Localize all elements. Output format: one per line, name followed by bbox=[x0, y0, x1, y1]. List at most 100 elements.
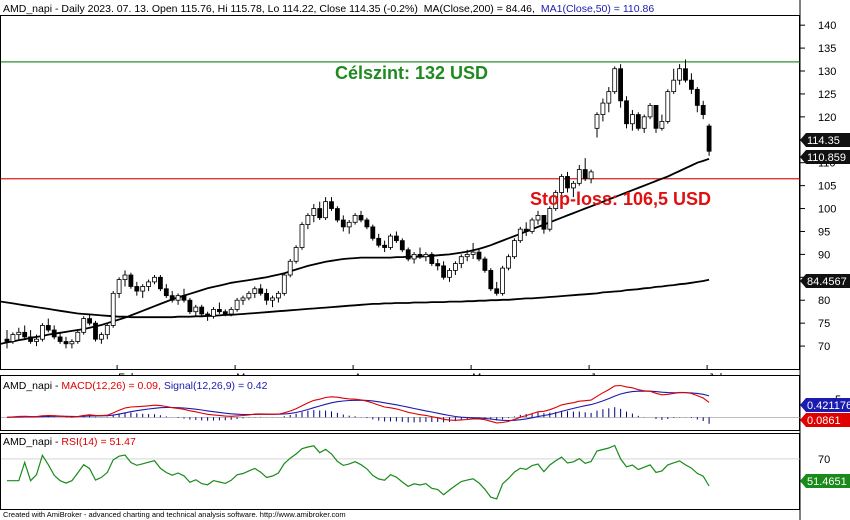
candle bbox=[700, 100, 706, 120]
candle bbox=[517, 226, 523, 243]
candle-body-down bbox=[334, 208, 340, 221]
candle bbox=[110, 291, 116, 328]
candle bbox=[228, 307, 234, 317]
price-tick-label: 100 bbox=[818, 204, 836, 216]
price-header-summary: - Daily 2023. 07. 13. Open 115.76, Hi 11… bbox=[52, 3, 418, 15]
candle bbox=[358, 210, 364, 223]
candle-body-up bbox=[146, 281, 152, 287]
candle-body-up bbox=[228, 309, 234, 315]
candle-body-down bbox=[523, 228, 529, 232]
price-tick-label: 120 bbox=[818, 112, 836, 124]
candle-body-down bbox=[22, 331, 28, 338]
candle-body-up bbox=[576, 169, 582, 184]
candle bbox=[482, 256, 488, 273]
candle bbox=[653, 104, 659, 133]
price-axis: 7075808590951001051101151201251301351401… bbox=[799, 0, 850, 520]
candle bbox=[75, 330, 81, 344]
candle-body-down bbox=[441, 265, 447, 278]
candle bbox=[122, 270, 128, 287]
candle-body-up bbox=[630, 114, 635, 125]
candle-body-down bbox=[28, 336, 34, 342]
rsi-series-line bbox=[7, 444, 710, 500]
candle bbox=[523, 222, 529, 237]
candle-body-down bbox=[482, 258, 488, 271]
candle bbox=[671, 68, 677, 94]
candle bbox=[216, 302, 222, 314]
candle bbox=[606, 87, 612, 113]
macd-header-signal: Signal(12,26,9) = 0.42 bbox=[164, 380, 268, 392]
candle-body-up bbox=[211, 309, 216, 317]
candle-body-down bbox=[45, 325, 51, 331]
candle-body-up bbox=[252, 288, 258, 294]
candle bbox=[594, 112, 600, 138]
macd-value-tag: 0.0861 bbox=[800, 413, 850, 427]
candle bbox=[134, 281, 140, 296]
price-tick-label: 125 bbox=[818, 89, 836, 101]
candle bbox=[270, 295, 275, 308]
candle-body-down bbox=[476, 251, 482, 260]
macd-panel bbox=[0, 375, 800, 431]
candle bbox=[16, 327, 22, 340]
candle-body-down bbox=[694, 88, 700, 106]
candle-body-down bbox=[624, 100, 629, 125]
price-tick-label: 135 bbox=[818, 43, 836, 55]
candle-body-up bbox=[352, 215, 358, 223]
macd-header: AMD_napi - MACD(12,26) = 0.09, Signal(12… bbox=[3, 380, 268, 392]
price-tick-label: 80 bbox=[818, 295, 830, 307]
signal-value-tag: 0.421176 bbox=[800, 398, 850, 412]
candle-body-up bbox=[305, 215, 311, 225]
candle bbox=[694, 87, 700, 113]
candle bbox=[311, 203, 317, 223]
candle bbox=[635, 112, 641, 131]
candle bbox=[352, 213, 358, 225]
candle-body-down bbox=[340, 219, 346, 228]
candle-body-down bbox=[429, 253, 435, 264]
candle-body-up bbox=[34, 338, 39, 342]
rsi-value-tag-box bbox=[800, 474, 850, 488]
candle-body-down bbox=[63, 341, 69, 345]
candle bbox=[630, 109, 635, 131]
candle bbox=[512, 238, 517, 259]
rsi-axis: 70 51.4651 bbox=[800, 454, 850, 488]
candle-body-up bbox=[275, 292, 281, 299]
candle bbox=[28, 330, 34, 344]
candlesticks bbox=[4, 59, 712, 349]
candle bbox=[665, 89, 671, 124]
rsi-panel bbox=[0, 433, 800, 510]
candle bbox=[222, 309, 228, 317]
candle-body-up bbox=[40, 325, 45, 340]
candle bbox=[464, 249, 470, 262]
close-value-tag-text: 114.35 bbox=[807, 135, 840, 147]
stop-loss-annotation: Stop-loss: 106,5 USD bbox=[530, 189, 711, 209]
candle-body-up bbox=[193, 306, 199, 313]
candle-body-up bbox=[612, 68, 618, 93]
candle-body-up bbox=[122, 274, 128, 281]
rsi-value-tag-text: 51.4651 bbox=[807, 476, 847, 488]
rsi-header-symbol: AMD_napi bbox=[3, 436, 52, 448]
candle bbox=[535, 210, 541, 225]
price-tick-label: 90 bbox=[818, 249, 830, 261]
rsi-header: AMD_napi - RSI(14) = 51.47 bbox=[3, 436, 136, 448]
candle-body-up bbox=[175, 295, 181, 301]
price-panel bbox=[0, 15, 800, 370]
target-annotation: Célszint: 132 USD bbox=[335, 63, 488, 83]
candle-body-up bbox=[246, 292, 252, 299]
candle-body-down bbox=[181, 295, 187, 301]
candle bbox=[683, 59, 688, 83]
candle bbox=[399, 238, 405, 253]
candle-body-up bbox=[152, 276, 157, 283]
macd-lines bbox=[6, 384, 710, 424]
candle bbox=[175, 293, 181, 305]
signal-line bbox=[6, 390, 710, 422]
candle-body-down bbox=[169, 295, 175, 301]
candle bbox=[246, 291, 252, 301]
rsi-line bbox=[7, 444, 710, 500]
candle bbox=[641, 114, 647, 133]
candle-body-up bbox=[346, 221, 352, 228]
price-tick-label: 130 bbox=[818, 66, 836, 78]
candle bbox=[146, 279, 152, 292]
candle-body-down bbox=[4, 338, 10, 342]
candle bbox=[93, 320, 98, 342]
candle bbox=[458, 254, 464, 269]
